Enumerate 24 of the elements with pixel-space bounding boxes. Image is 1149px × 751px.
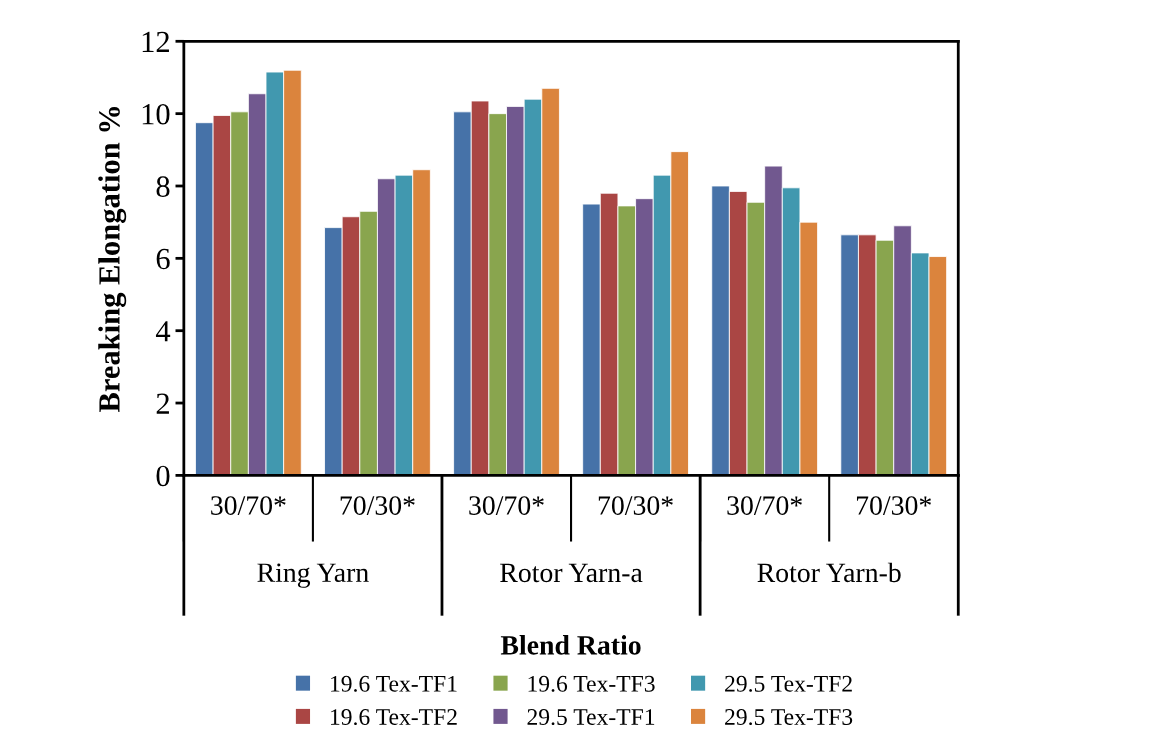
y-tick-label: 10 bbox=[142, 103, 170, 125]
text: Ring Yarn bbox=[257, 563, 369, 588]
x-tick-label: 70/30* bbox=[598, 496, 673, 515]
y-tick-label: 8 bbox=[156, 176, 170, 197]
y-tick-label: 2 bbox=[156, 393, 169, 414]
y-axis-title: Breaking Elongation % bbox=[98, 106, 127, 413]
legend-label: 29.5 Tex-TF2 bbox=[725, 675, 852, 692]
legend-label: 29.5 Tex-TF3 bbox=[725, 709, 853, 726]
x-tick-label: 70/30* bbox=[856, 496, 931, 515]
x-tick-label: 30/70* bbox=[727, 496, 802, 515]
legend-label: 19.6 Tex-TF3 bbox=[528, 675, 655, 692]
x-tick-label: 30/70* bbox=[469, 496, 544, 515]
legend-label: 19.6 Tex-TF1 bbox=[331, 675, 457, 692]
y-tick-label: 6 bbox=[156, 248, 170, 270]
x-axis-title: Blend Ratio bbox=[500, 635, 641, 655]
x-tick-label: 70/30* bbox=[340, 496, 415, 515]
text: Rotor Yarn-b bbox=[757, 562, 901, 583]
legend-label: 19.6 Tex-TF2 bbox=[331, 709, 457, 726]
legend-label: 29.5 Tex-TF1 bbox=[527, 709, 655, 726]
y-tick-label: 0 bbox=[156, 465, 170, 487]
y-tick-label: 12 bbox=[142, 31, 169, 52]
y-tick-label: 4 bbox=[155, 321, 171, 342]
x-tick-label: 30/70* bbox=[211, 496, 286, 515]
text: Rotor Yarn-a bbox=[500, 563, 643, 583]
